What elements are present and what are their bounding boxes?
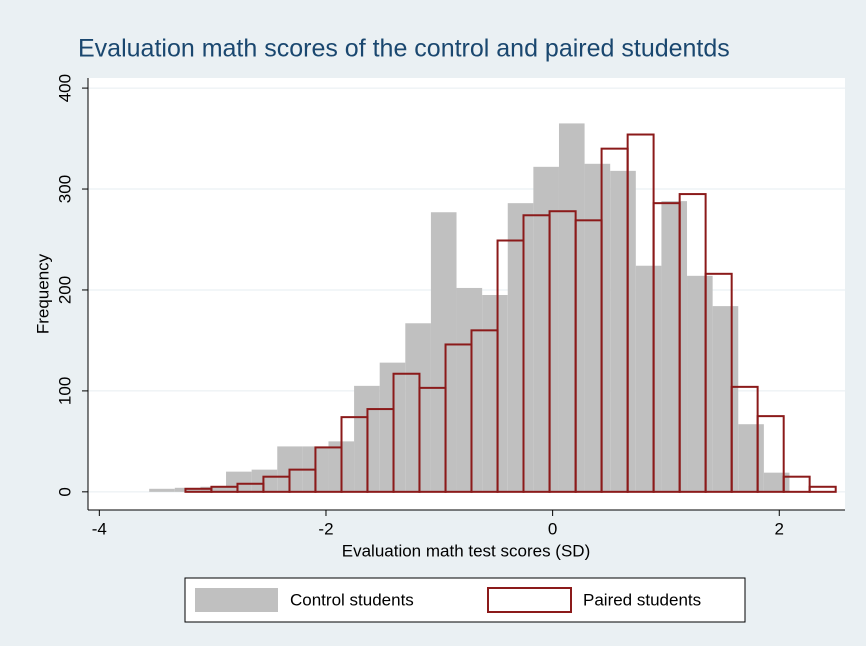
bar bbox=[704, 272, 733, 493]
y-tick-label: 400 bbox=[55, 74, 74, 102]
y-axis-label: Frequency bbox=[33, 253, 52, 334]
bar bbox=[763, 472, 790, 492]
x-tick-label: -4 bbox=[92, 519, 107, 538]
bar bbox=[456, 287, 483, 492]
legend-label: Paired students bbox=[583, 590, 701, 609]
legend bbox=[184, 577, 746, 623]
bar bbox=[635, 265, 662, 492]
legend-swatch bbox=[195, 588, 278, 612]
bar bbox=[584, 163, 611, 492]
bar bbox=[687, 275, 713, 492]
bar bbox=[738, 424, 764, 492]
bar bbox=[200, 486, 227, 492]
bar bbox=[174, 487, 201, 492]
bar bbox=[226, 471, 252, 492]
x-tick-label: 2 bbox=[775, 519, 784, 538]
bar bbox=[405, 323, 431, 492]
bar bbox=[756, 415, 785, 493]
chart-title: Evaluation math scores of the control an… bbox=[78, 35, 730, 63]
bar bbox=[782, 475, 811, 493]
x-tick-label: -2 bbox=[318, 519, 333, 538]
bar bbox=[533, 166, 559, 492]
y-tick-label: 100 bbox=[55, 377, 74, 405]
bar bbox=[379, 362, 406, 492]
bar bbox=[558, 123, 585, 492]
bar bbox=[507, 203, 534, 492]
bar bbox=[251, 469, 278, 492]
legend-swatch bbox=[487, 587, 572, 613]
bar bbox=[712, 306, 739, 492]
bar bbox=[430, 212, 457, 492]
y-tick-label: 0 bbox=[55, 487, 74, 496]
bar bbox=[482, 295, 508, 492]
y-tick-label: 200 bbox=[55, 276, 74, 304]
bar bbox=[149, 488, 175, 492]
x-axis-label: Evaluation math test scores (SD) bbox=[342, 541, 590, 560]
y-tick-label: 300 bbox=[55, 175, 74, 203]
bar bbox=[661, 201, 688, 492]
bar bbox=[610, 170, 636, 492]
bar bbox=[808, 485, 837, 493]
legend-label: Control students bbox=[290, 590, 414, 609]
x-tick-label: 0 bbox=[548, 519, 557, 538]
